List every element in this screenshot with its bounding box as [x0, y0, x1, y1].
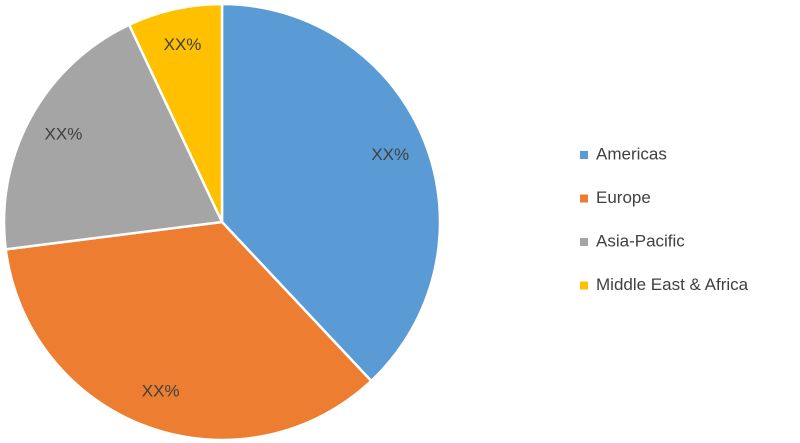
legend-label: Americas	[596, 144, 667, 163]
legend-label: Europe	[596, 188, 651, 207]
pie-slice	[220, 2, 442, 383]
data-label: XX%	[142, 382, 180, 401]
legend-label: Middle East & Africa	[596, 275, 749, 294]
legend-marker	[580, 151, 588, 159]
data-label: XX%	[164, 35, 202, 54]
legend-marker	[580, 281, 588, 290]
legend-label: Asia-Pacific	[596, 231, 685, 250]
data-label: XX%	[45, 124, 83, 143]
legend-marker	[580, 194, 588, 203]
data-label: XX%	[371, 145, 409, 164]
pie-slice	[4, 220, 373, 442]
legend-marker	[580, 238, 588, 246]
pie-slice	[127, 2, 224, 223]
pie-slice	[2, 23, 224, 251]
